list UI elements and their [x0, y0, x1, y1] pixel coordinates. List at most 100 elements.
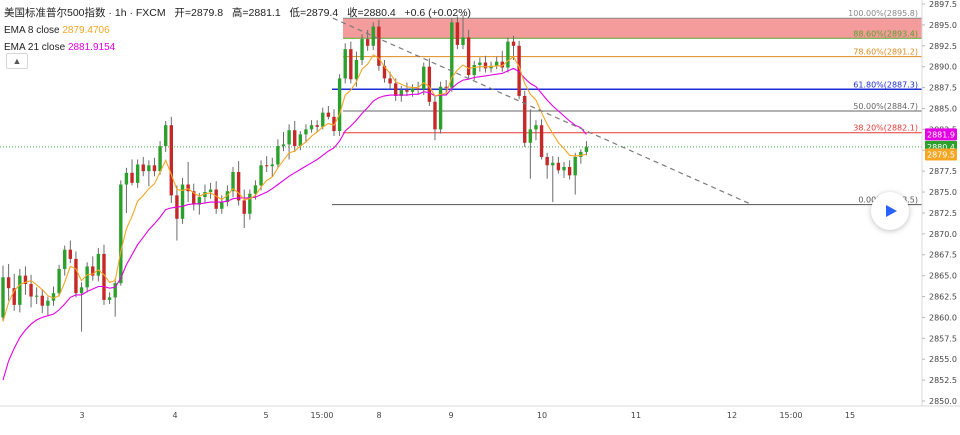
candle-body: [343, 49, 347, 79]
y-tick-label: 2860.0: [929, 313, 957, 322]
y-tick-label: 2892.5: [929, 42, 957, 51]
candle-body: [6, 277, 11, 289]
candle-body: [523, 95, 527, 143]
low-value: 2879.4: [306, 7, 339, 19]
candle-body: [1, 277, 5, 318]
candle-body: [259, 165, 263, 186]
candle-body: [466, 37, 471, 76]
y-tick-label: 2852.5: [929, 376, 957, 385]
candle-body: [293, 130, 297, 147]
candle-body: [433, 101, 437, 130]
candle-body: [399, 90, 404, 96]
candle-body: [377, 26, 381, 66]
trendline[interactable]: [332, 17, 751, 205]
fibonacci-retracement[interactable]: 100.00%(2895.8) 88.60%(2893.4) 78.60%(2891…: [332, 9, 922, 206]
replay-button[interactable]: [871, 192, 909, 230]
candle-body: [455, 22, 460, 45]
candle-body: [315, 125, 319, 127]
candle-body: [472, 65, 476, 76]
y-tick-label: 2897.5: [929, 0, 957, 9]
candle-body: [444, 86, 448, 88]
candle-body: [225, 191, 230, 203]
fib-level-label: 50.00%(2884.7): [853, 102, 918, 111]
x-tick-label: 12: [727, 411, 737, 420]
candle-body: [382, 65, 387, 79]
high-value: 2881.1: [248, 7, 281, 19]
candle-body: [248, 193, 252, 214]
ema8-line: [2, 54, 587, 322]
candle-body: [500, 61, 504, 68]
y-tick-label: 2877.5: [929, 167, 957, 176]
collapse-legend-button[interactable]: ▲: [6, 53, 28, 69]
dashed-trendline[interactable]: [332, 17, 751, 205]
candle-body: [450, 22, 454, 88]
candle-body: [264, 165, 269, 167]
low-label: 低: [289, 7, 300, 19]
candle-body: [494, 61, 499, 66]
candle-body: [562, 166, 566, 171]
play-icon: [886, 205, 897, 217]
candle-body: [567, 166, 572, 176]
candle-body: [461, 37, 465, 45]
candle-body: [556, 162, 561, 171]
open-value: 2879.8: [191, 7, 224, 19]
candle-body: [506, 41, 510, 68]
x-tick-label: 4: [172, 411, 177, 420]
candle-body: [534, 125, 538, 130]
candle-body: [208, 189, 213, 193]
candle-body: [394, 83, 398, 96]
candle-body: [483, 62, 488, 69]
candle-body: [91, 266, 95, 276]
x-tick-label: 3: [79, 411, 84, 420]
price-badge-label: 2879.5: [927, 150, 955, 159]
legend-symbol-row: 美国标准普尔500指数 · 1h · FXCM 开=2879.8 高=2881.…: [4, 7, 472, 19]
symbol-label: 美国标准普尔500指数 · 1h · FXCM: [4, 7, 166, 19]
candle-body: [130, 172, 134, 183]
y-tick-label: 2867.5: [929, 251, 957, 260]
candle-body: [203, 192, 207, 198]
candle-body: [371, 26, 375, 46]
fib-level-label: 61.80%(2887.3): [853, 80, 918, 89]
price-badge: [925, 148, 957, 161]
candle-body: [51, 293, 56, 301]
candle-body: [18, 275, 22, 305]
candle-body: [135, 164, 140, 183]
fib-level-label: 38.20%(2882.1): [853, 124, 918, 133]
candle-body: [107, 297, 112, 300]
candle-body: [163, 125, 168, 147]
y-tick-label: 2885.0: [929, 104, 957, 113]
ema21-value: 2881.9154: [67, 42, 116, 53]
candle-body: [427, 66, 432, 102]
y-tick-label: 2865.0: [929, 272, 957, 281]
y-tick-label: 2875.0: [929, 188, 957, 197]
price-badge-label: 2880.4: [927, 143, 955, 152]
axes: 2897.52895.02892.52890.02887.52885.02882…: [0, 0, 960, 420]
close-value: 2880.4: [363, 7, 396, 19]
candle-body: [309, 125, 314, 130]
candle-body: [34, 295, 39, 297]
candle-body: [124, 172, 129, 185]
candle-body: [102, 253, 106, 300]
candle-body: [354, 59, 359, 80]
candle-body: [326, 112, 331, 117]
candle-body: [276, 146, 280, 165]
candle-body: [416, 88, 420, 90]
candle-body: [298, 134, 303, 147]
y-tick-label: 2855.0: [929, 355, 957, 364]
candle-body: [528, 129, 533, 143]
legend-ema21-row[interactable]: EMA 21 close 2881.9154: [4, 39, 471, 56]
candle-body: [281, 144, 286, 147]
candle-body: [119, 184, 123, 284]
candle-body: [186, 184, 190, 192]
price-badge-label: 2881.9: [927, 130, 955, 139]
legend-ema8-row[interactable]: EMA 8 close 2879.4706: [4, 22, 471, 39]
candle-body: [152, 165, 157, 172]
candle-body: [214, 189, 218, 209]
candle-body: [511, 41, 516, 46]
candle-body: [29, 283, 33, 297]
candle-body: [349, 49, 353, 80]
x-tick-label: 9: [448, 411, 453, 420]
x-tick-label: 11: [631, 411, 641, 420]
